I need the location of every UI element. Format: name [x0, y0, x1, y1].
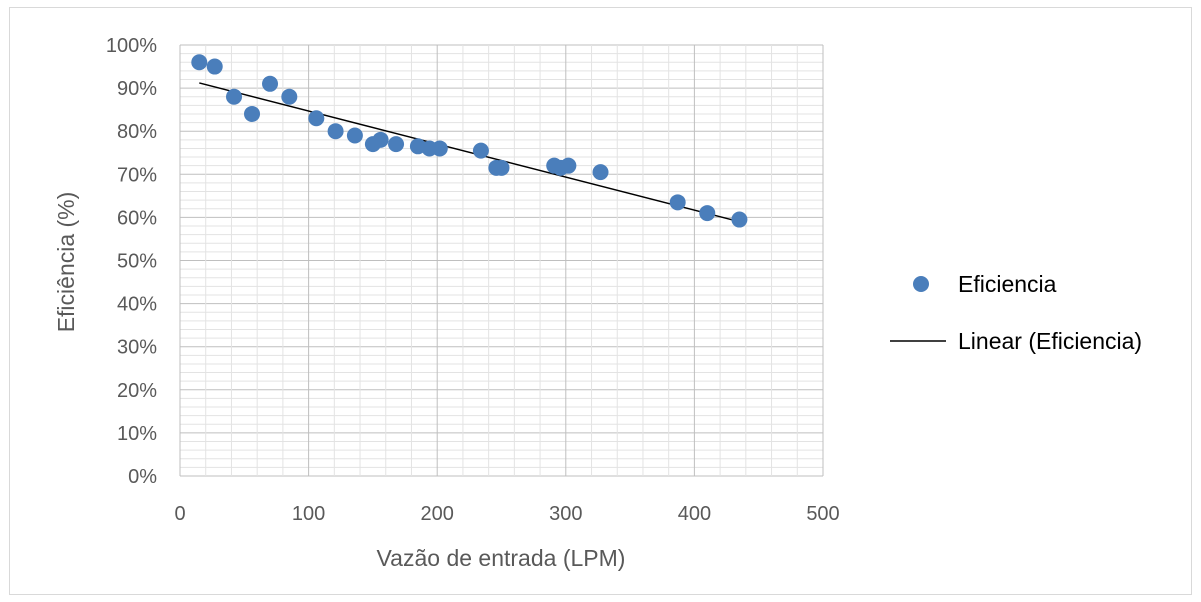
y-tick-label: 50% — [117, 251, 157, 273]
scatter-point — [191, 54, 208, 71]
legend-label-eficiencia: Eficiencia — [958, 271, 1057, 297]
scatter-point — [669, 194, 686, 211]
scatter-point — [308, 110, 325, 127]
y-tick-label: 20% — [117, 380, 157, 402]
scatter-point — [472, 142, 489, 159]
trendline-linear — [199, 82, 740, 223]
data-points — [191, 54, 748, 228]
scatter-point — [560, 157, 577, 174]
grid — [179, 44, 824, 477]
scatter-point — [699, 205, 716, 222]
y-tick-label: 60% — [117, 207, 157, 229]
scatter-point — [206, 58, 223, 75]
x-tick-label: 300 — [549, 503, 582, 525]
legend-marker-eficiencia — [913, 276, 929, 292]
legend-label-trend: Linear (Eficiencia) — [958, 328, 1142, 354]
x-tick-label: 0 — [174, 503, 185, 525]
y-tick-labels: 0% 10% 20% 30% 40% 50% 60% 70% 80% 90% 100% — [106, 35, 157, 488]
scatter-point — [262, 75, 279, 92]
x-tick-label: 500 — [806, 503, 839, 525]
scatter-point — [346, 127, 363, 144]
scatter-point — [431, 140, 448, 157]
x-tick-label: 200 — [421, 503, 454, 525]
x-axis-title: Vazão de entrada (LPM) — [377, 545, 626, 571]
scatter-point — [281, 88, 298, 105]
scatter-point — [372, 131, 389, 148]
scatter-point — [327, 123, 344, 140]
y-tick-label: 10% — [117, 423, 157, 445]
y-tick-label: 80% — [117, 121, 157, 143]
y-tick-label: 90% — [117, 78, 157, 100]
trendline-layer — [199, 82, 740, 223]
y-tick-label: 100% — [106, 35, 157, 57]
y-tick-label: 0% — [128, 466, 157, 488]
scatter-point — [388, 136, 405, 153]
x-tick-label: 100 — [292, 503, 325, 525]
scatter-point — [226, 88, 243, 105]
y-tick-label: 70% — [117, 164, 157, 186]
scatter-point — [493, 159, 510, 176]
scatter-point — [244, 105, 261, 122]
y-tick-label: 30% — [117, 337, 157, 359]
x-tick-label: 400 — [678, 503, 711, 525]
legend: Eficiencia Linear (Eficiencia) — [890, 271, 1142, 354]
scatter-point — [731, 211, 748, 228]
y-axis-title: Eficiência (%) — [53, 192, 79, 333]
y-tick-label: 40% — [117, 294, 157, 316]
scatter-point — [592, 164, 609, 181]
x-tick-labels: 0 100 200 300 400 500 — [174, 503, 839, 525]
